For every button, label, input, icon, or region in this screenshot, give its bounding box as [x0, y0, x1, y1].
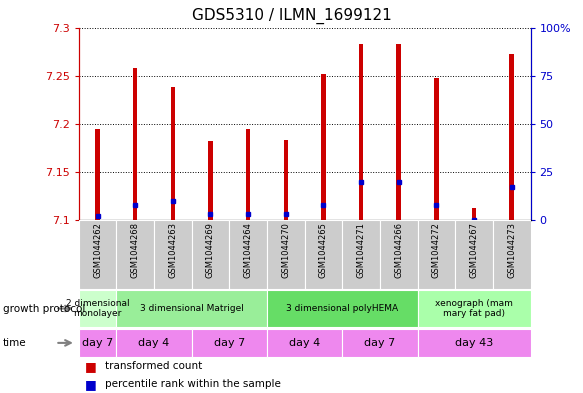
Bar [342, 220, 380, 289]
Text: 2 dimensional
monolayer: 2 dimensional monolayer [66, 299, 129, 318]
Bar [417, 290, 531, 327]
Bar [342, 329, 417, 357]
Bar [267, 290, 417, 327]
Bar [417, 220, 455, 289]
Text: GSM1044268: GSM1044268 [131, 222, 140, 278]
Text: GSM1044272: GSM1044272 [432, 222, 441, 278]
Text: GSM1044265: GSM1044265 [319, 222, 328, 278]
Bar [321, 74, 326, 220]
Bar [117, 290, 267, 327]
Text: ■: ■ [85, 360, 96, 373]
Bar [192, 329, 267, 357]
Text: GSM1044264: GSM1044264 [244, 222, 252, 278]
Bar [304, 220, 342, 289]
Text: 3 dimensional Matrigel: 3 dimensional Matrigel [140, 304, 244, 313]
Text: GSM1044269: GSM1044269 [206, 222, 215, 278]
Text: GDS5310 / ILMN_1699121: GDS5310 / ILMN_1699121 [192, 8, 391, 24]
Text: growth protocol: growth protocol [3, 303, 85, 314]
Text: ■: ■ [85, 378, 96, 391]
Text: xenograph (mam
mary fat pad): xenograph (mam mary fat pad) [435, 299, 513, 318]
Bar [380, 220, 417, 289]
Text: 3 dimensional polyHEMA: 3 dimensional polyHEMA [286, 304, 398, 313]
Bar [79, 329, 117, 357]
Bar [417, 329, 531, 357]
Bar [455, 220, 493, 289]
Bar [510, 53, 514, 220]
Bar [229, 220, 267, 289]
Bar [95, 129, 100, 220]
Text: day 7: day 7 [214, 338, 245, 348]
Bar [171, 87, 175, 220]
Bar [267, 329, 342, 357]
Bar [133, 68, 138, 220]
Text: day 4: day 4 [289, 338, 320, 348]
Text: time: time [3, 338, 27, 348]
Bar [79, 290, 117, 327]
Bar [117, 329, 192, 357]
Text: GSM1044271: GSM1044271 [357, 222, 366, 278]
Text: day 43: day 43 [455, 338, 493, 348]
Bar [396, 44, 401, 220]
Bar [359, 44, 363, 220]
Bar [192, 220, 229, 289]
Bar [117, 220, 154, 289]
Text: GSM1044266: GSM1044266 [394, 222, 403, 278]
Text: GSM1044267: GSM1044267 [469, 222, 479, 278]
Bar [434, 77, 438, 220]
Text: day 7: day 7 [82, 338, 113, 348]
Bar [154, 220, 192, 289]
Bar [493, 220, 531, 289]
Text: day 7: day 7 [364, 338, 395, 348]
Text: transformed count: transformed count [105, 362, 202, 371]
Text: GSM1044273: GSM1044273 [507, 222, 516, 278]
Bar [79, 220, 117, 289]
Text: GSM1044262: GSM1044262 [93, 222, 102, 278]
Bar [267, 220, 304, 289]
Bar [208, 141, 213, 220]
Bar [283, 140, 288, 220]
Text: day 4: day 4 [138, 338, 170, 348]
Text: GSM1044263: GSM1044263 [168, 222, 177, 278]
Text: percentile rank within the sample: percentile rank within the sample [105, 379, 281, 389]
Text: GSM1044270: GSM1044270 [281, 222, 290, 278]
Bar [472, 208, 476, 220]
Bar [246, 129, 251, 220]
